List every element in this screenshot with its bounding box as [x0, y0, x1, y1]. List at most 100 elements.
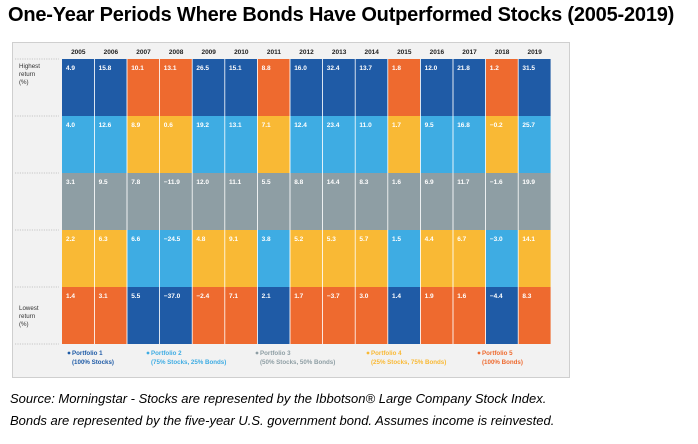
- cell-2013-portfolio-4: [322, 230, 355, 287]
- cell-value-2018-portfolio-1: −4.4: [490, 293, 503, 300]
- cell-2009-portfolio-3: [192, 173, 225, 230]
- cell-value-2009-portfolio-1: 26.5: [196, 65, 209, 72]
- cell-value-2010-portfolio-3: 11.1: [229, 179, 242, 186]
- cell-value-2009-portfolio-2: 19.2: [196, 122, 209, 129]
- cell-value-2015-portfolio-5: 1.8: [392, 65, 401, 72]
- cell-value-2008-portfolio-2: −24.5: [164, 236, 181, 243]
- cell-2014-portfolio-2: [355, 116, 388, 173]
- cell-2005-portfolio-4: [62, 230, 95, 287]
- cell-2009-portfolio-5: [192, 287, 225, 344]
- cell-2019-portfolio-4: [518, 230, 551, 287]
- cell-2010-portfolio-5: [225, 287, 258, 344]
- year-header-2018: 2018: [495, 49, 510, 56]
- cell-2013-portfolio-3: [322, 173, 355, 230]
- cell-2011-portfolio-1: [257, 287, 290, 344]
- cell-2019-portfolio-2: [518, 116, 551, 173]
- cell-2007-portfolio-3: [127, 173, 160, 230]
- cell-2013-portfolio-1: [322, 59, 355, 116]
- cell-2008-portfolio-4: [159, 116, 192, 173]
- cell-2013-portfolio-2: [322, 116, 355, 173]
- cell-2008-portfolio-2: [159, 230, 192, 287]
- cell-2015-portfolio-4: [388, 116, 421, 173]
- cell-value-2005-portfolio-1: 4.9: [66, 65, 75, 72]
- cell-2017-portfolio-5: [453, 287, 486, 344]
- cell-2016-portfolio-4: [420, 230, 453, 287]
- cell-value-2018-portfolio-5: 1.2: [490, 65, 499, 72]
- cell-2013-portfolio-5: [322, 287, 355, 344]
- cell-2014-portfolio-4: [355, 230, 388, 287]
- cell-value-2014-portfolio-5: 3.0: [359, 293, 368, 300]
- cell-value-2009-portfolio-3: 12.0: [196, 179, 209, 186]
- cell-2011-portfolio-3: [257, 173, 290, 230]
- cell-value-2016-portfolio-1: 12.0: [425, 65, 438, 72]
- cell-value-2013-portfolio-2: 23.4: [327, 122, 340, 129]
- cell-2008-portfolio-5: [159, 59, 192, 116]
- cell-value-2008-portfolio-5: 13.1: [164, 65, 177, 72]
- cell-value-2008-portfolio-3: −11.9: [164, 179, 180, 186]
- cell-2007-portfolio-1: [127, 287, 160, 344]
- cell-value-2018-portfolio-2: −3.0: [490, 236, 503, 243]
- cell-value-2015-portfolio-1: 1.4: [392, 293, 401, 300]
- cell-value-2011-portfolio-4: 7.1: [262, 122, 271, 129]
- legend-desc-portfolio-5: (100% Bonds): [482, 359, 523, 366]
- cell-value-2009-portfolio-5: −2.4: [196, 293, 209, 300]
- cell-value-2012-portfolio-5: 1.7: [294, 293, 303, 300]
- cell-value-2010-portfolio-4: 9.1: [229, 236, 238, 243]
- cell-2008-portfolio-3: [159, 173, 192, 230]
- cell-value-2018-portfolio-3: −1.6: [490, 179, 503, 186]
- cell-value-2011-portfolio-5: 8.8: [262, 65, 271, 72]
- cell-2017-portfolio-1: [453, 59, 486, 116]
- chart-title: One-Year Periods Where Bonds Have Outper…: [8, 4, 675, 26]
- cell-2018-portfolio-5: [485, 59, 518, 116]
- legend-marker-portfolio-2: [146, 351, 150, 355]
- legend-desc-portfolio-3: (50% Stocks, 50% Bonds): [260, 359, 335, 366]
- highest-return-label-line: Highest: [19, 63, 40, 70]
- lowest-return-label-line: (%): [19, 321, 29, 328]
- cell-2017-portfolio-3: [453, 173, 486, 230]
- cell-2018-portfolio-2: [485, 230, 518, 287]
- cell-value-2012-portfolio-2: 12.4: [294, 122, 307, 129]
- cell-2019-portfolio-5: [518, 287, 551, 344]
- cell-value-2006-portfolio-2: 12.6: [99, 122, 112, 129]
- cell-2006-portfolio-2: [94, 116, 127, 173]
- cell-2005-portfolio-1: [62, 59, 95, 116]
- cell-value-2007-portfolio-4: 8.9: [131, 122, 140, 129]
- cell-value-2009-portfolio-4: 4.8: [196, 236, 205, 243]
- year-header-2017: 2017: [462, 49, 477, 56]
- highest-return-label-line: (%): [19, 79, 29, 86]
- cell-2005-portfolio-2: [62, 116, 95, 173]
- cell-value-2011-portfolio-1: 2.1: [262, 293, 271, 300]
- cell-value-2007-portfolio-1: 5.5: [131, 293, 140, 300]
- cell-2009-portfolio-2: [192, 116, 225, 173]
- cell-2015-portfolio-5: [388, 59, 421, 116]
- cell-2015-portfolio-2: [388, 230, 421, 287]
- cell-value-2016-portfolio-2: 9.5: [425, 122, 434, 129]
- legend-marker-portfolio-3: [255, 351, 259, 355]
- cell-2007-portfolio-4: [127, 116, 160, 173]
- returns-chart: 2005 2006 2007 2008 2009 2010 2011 2012 2013 2014…: [15, 49, 551, 366]
- year-header-2014: 2014: [364, 49, 379, 56]
- cell-value-2017-portfolio-3: 11.7: [457, 179, 470, 186]
- cell-value-2010-portfolio-5: 7.1: [229, 293, 238, 300]
- cell-value-2011-portfolio-2: 3.8: [262, 236, 271, 243]
- cell-2005-portfolio-5: [62, 287, 95, 344]
- year-header-2005: 2005: [71, 49, 86, 56]
- highest-return-label-line: return: [19, 71, 36, 78]
- cell-2015-portfolio-1: [388, 287, 421, 344]
- cell-2016-portfolio-2: [420, 116, 453, 173]
- cell-value-2011-portfolio-3: 5.5: [262, 179, 271, 186]
- cell-value-2005-portfolio-4: 2.2: [66, 236, 75, 243]
- cell-2006-portfolio-5: [94, 287, 127, 344]
- cell-value-2019-portfolio-4: 14.1: [522, 236, 535, 243]
- year-header-2012: 2012: [299, 49, 314, 56]
- year-header-2019: 2019: [527, 49, 542, 56]
- cell-value-2014-portfolio-4: 5.7: [359, 236, 368, 243]
- cell-2011-portfolio-2: [257, 230, 290, 287]
- cell-value-2013-portfolio-4: 5.3: [327, 236, 336, 243]
- cell-2019-portfolio-3: [518, 173, 551, 230]
- cell-2018-portfolio-1: [485, 287, 518, 344]
- lowest-return-label-line: return: [19, 313, 36, 320]
- legend-marker-portfolio-4: [366, 351, 370, 355]
- cell-value-2016-portfolio-4: 4.4: [425, 236, 434, 243]
- legend-desc-portfolio-2: (75% Stocks, 25% Bonds): [151, 359, 226, 366]
